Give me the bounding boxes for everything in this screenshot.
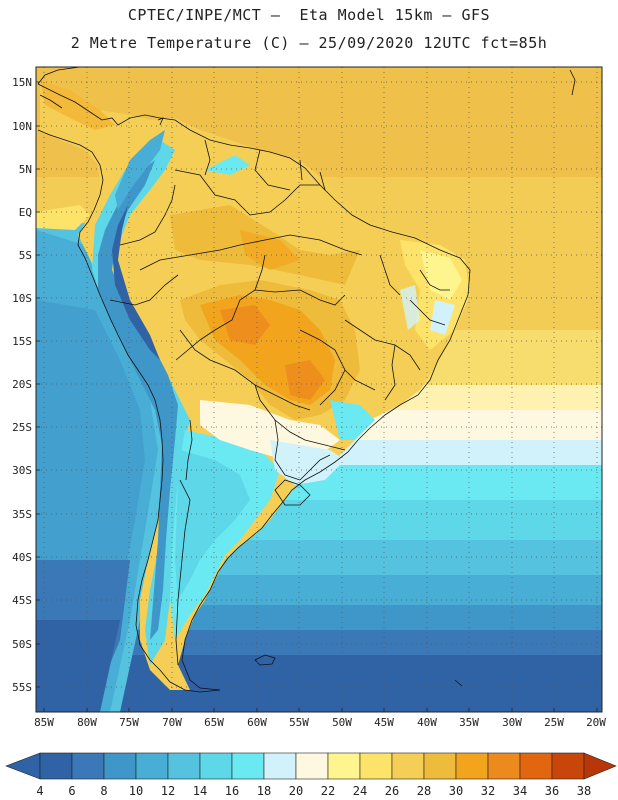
lat-label: EQ: [18, 206, 32, 219]
colorbar-label: 32: [480, 784, 496, 798]
colorbar-swatch: [551, 752, 585, 780]
lon-label: 45W: [374, 716, 394, 729]
colorbar-swatch: [103, 752, 137, 780]
colorbar-label: 20: [288, 784, 304, 798]
lon-label: 80W: [77, 716, 97, 729]
colorbar-label: 28: [416, 784, 432, 798]
lon-label: 55W: [289, 716, 309, 729]
colorbar-swatch: [423, 752, 457, 780]
lat-label: 5S: [18, 249, 32, 262]
lon-label: 35W: [459, 716, 479, 729]
lon-label: 75W: [119, 716, 139, 729]
colorbar-label: 18: [256, 784, 272, 798]
colorbar-label: 22: [320, 784, 336, 798]
colorbar-swatch: [231, 752, 265, 780]
colorbar-swatch: [295, 752, 329, 780]
colorbar-swatch: [519, 752, 553, 780]
colorbar-swatch: [199, 752, 233, 780]
lon-label: 60W: [247, 716, 267, 729]
colorbar-swatch: [135, 752, 169, 780]
lat-label: 10N: [12, 120, 32, 133]
colorbar-label: 14: [192, 784, 208, 798]
lon-label: 65W: [204, 716, 224, 729]
lat-label: 5N: [18, 163, 32, 176]
lat-label: 35S: [12, 508, 32, 521]
boundaries: [37, 67, 576, 693]
temperature-field: [36, 67, 602, 712]
colorbar-swatch: [359, 752, 393, 780]
colorbar-swatch: [487, 752, 521, 780]
colorbar-swatch: [39, 752, 73, 780]
lon-label: 20W: [586, 716, 606, 729]
colorbar-label: 30: [448, 784, 464, 798]
colorbar-swatch: [167, 752, 201, 780]
colorbar-swatch: [391, 752, 425, 780]
chart-title-line2: 2 Metre Temperature (C) – 25/09/2020 12U…: [70, 34, 548, 52]
colorbar-right-arrow: [583, 752, 617, 780]
colorbar-label: 6: [68, 784, 76, 798]
lat-label: 25S: [12, 421, 32, 434]
colorbar-swatch: [71, 752, 105, 780]
lon-label: 85W: [34, 716, 54, 729]
colorbar-swatch: [263, 752, 297, 780]
colorbar-left-arrow: [5, 752, 41, 780]
colorbar-label: 36: [544, 784, 560, 798]
lat-label: 50S: [12, 638, 32, 651]
lat-label: 40S: [12, 551, 32, 564]
lat-label: 10S: [12, 292, 32, 305]
colorbar-label: 26: [384, 784, 400, 798]
colorbar-label: 12: [160, 784, 176, 798]
lon-label: 25W: [544, 716, 564, 729]
lon-label: 70W: [162, 716, 182, 729]
lat-label: 20S: [12, 378, 32, 391]
colorbar-label: 16: [224, 784, 240, 798]
lat-label: 30S: [12, 464, 32, 477]
lat-label: 45S: [12, 594, 32, 607]
colorbar-swatch: [455, 752, 489, 780]
map-frame: [35, 66, 603, 713]
lon-label: 50W: [332, 716, 352, 729]
chart-title-line1: CPTEC/INPE/MCT – Eta Model 15km – GFS: [127, 6, 491, 24]
axis-ticks: [36, 81, 598, 712]
colorbar-label: 38: [576, 784, 592, 798]
colorbar-label: 8: [100, 784, 108, 798]
colorbar-label: 24: [352, 784, 368, 798]
colorbar-label: 4: [36, 784, 44, 798]
colorbar-label: 10: [128, 784, 144, 798]
lon-label: 30W: [502, 716, 522, 729]
lat-label: 55S: [12, 681, 32, 694]
colorbar-label: 34: [512, 784, 528, 798]
lat-label: 15S: [12, 335, 32, 348]
colorbar-swatch: [327, 752, 361, 780]
lat-label: 15N: [12, 76, 32, 89]
colorbar: [5, 752, 617, 780]
lon-label: 40W: [417, 716, 437, 729]
